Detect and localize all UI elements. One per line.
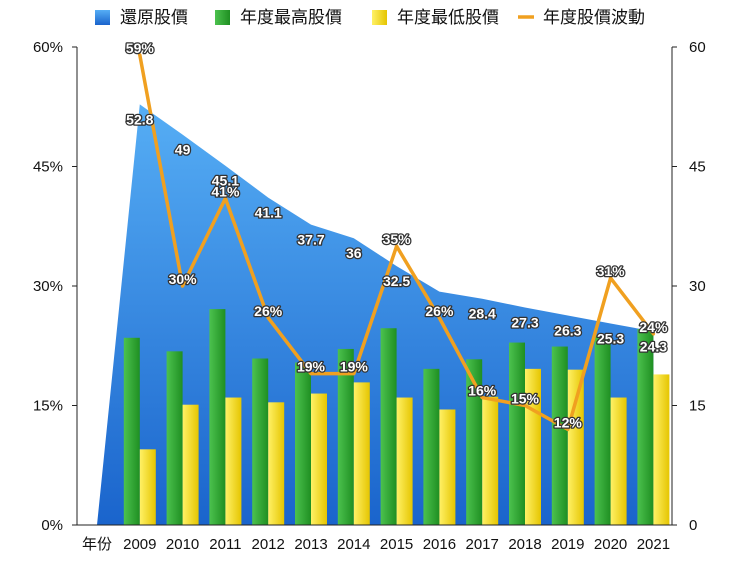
- line-value-label-2013: 19%: [297, 359, 326, 375]
- line-value-label-2019: 12%: [554, 414, 583, 430]
- bar-low-2013: [311, 394, 327, 525]
- y-left-tick-label: 45%: [33, 159, 63, 176]
- legend-swatch-icon: [215, 10, 230, 25]
- bar-high-2016: [423, 369, 439, 525]
- legend-swatch-icon: [372, 10, 387, 25]
- y-right-tick-label: 60: [689, 39, 706, 56]
- plot-area: [97, 53, 669, 525]
- area-value-label-2021: 24.3: [640, 338, 667, 354]
- bar-high-2013: [295, 362, 311, 525]
- x-tick-label-2017: 2017: [466, 536, 499, 553]
- bar-low-2015: [397, 398, 413, 525]
- chart-svg: 還原股價 年度最高股價 年度最低股價 年度股價波動 0% 15% 30% 45% 60% 0 15…: [0, 0, 740, 563]
- bar-low-2020: [611, 398, 627, 525]
- bar-high-2010: [167, 351, 183, 525]
- y-left-tick-label: 15%: [33, 398, 63, 415]
- bar-low-2012: [268, 402, 284, 525]
- y-left-tick-label: 0%: [41, 517, 63, 534]
- bar-low-2016: [439, 409, 455, 525]
- area-value-label-2018: 27.3: [511, 315, 538, 331]
- bar-low-2019: [568, 370, 584, 525]
- line-value-label-2010: 30%: [169, 271, 198, 287]
- y-right-tick-label: 45: [689, 159, 706, 176]
- legend-label: 年度股價波動: [543, 8, 645, 27]
- line-value-label-2014: 19%: [340, 359, 369, 375]
- y-left-tick-label: 60%: [33, 39, 63, 56]
- area-value-label-2015: 32.5: [383, 273, 410, 289]
- bar-high-2021: [637, 329, 653, 525]
- x-tick-label-2010: 2010: [166, 536, 199, 553]
- bar-high-2018: [509, 343, 525, 525]
- x-tick-label-2011: 2011: [209, 536, 241, 553]
- area-value-label-2019: 26.3: [554, 322, 581, 338]
- x-axis-title: 年份: [82, 536, 112, 553]
- bar-low-2009: [140, 449, 156, 525]
- line-value-label-2015: 35%: [383, 231, 412, 247]
- line-value-label-2011: 41%: [211, 183, 240, 199]
- stock-price-chart: 還原股價 年度最高股價 年度最低股價 年度股價波動 0% 15% 30% 45% 60% 0 15…: [0, 0, 740, 563]
- y-right-tick-label: 15: [689, 398, 706, 415]
- bar-low-2011: [225, 398, 241, 525]
- x-tick-label-2009: 2009: [123, 536, 156, 553]
- x-tick-label-2014: 2014: [337, 536, 370, 553]
- line-value-label-2020: 31%: [597, 263, 626, 279]
- bar-high-2009: [124, 338, 140, 525]
- bar-low-2017: [482, 397, 498, 525]
- legend-item-年度最高股價: 年度最高股價: [215, 8, 342, 27]
- x-tick-label-2018: 2018: [508, 536, 541, 553]
- bar-high-2012: [252, 358, 268, 525]
- legend-label: 年度最高股價: [240, 8, 342, 27]
- line-value-label-2012: 26%: [254, 303, 283, 319]
- legend-label: 還原股價: [120, 8, 188, 27]
- area-value-label-2012: 41.1: [255, 205, 282, 221]
- line-value-label-2016: 26%: [425, 303, 454, 319]
- legend-item-年度股價波動: 年度股價波動: [518, 8, 645, 27]
- bar-low-2010: [183, 405, 199, 525]
- x-tick-label-2019: 2019: [551, 536, 584, 553]
- line-value-label-2018: 15%: [511, 391, 540, 407]
- y-right-tick-label: 30: [689, 278, 706, 295]
- legend: 還原股價 年度最高股價 年度最低股價 年度股價波動: [95, 8, 645, 27]
- x-tick-label-2015: 2015: [380, 536, 413, 553]
- legend-item-年度最低股價: 年度最低股價: [372, 8, 499, 27]
- area-value-label-2010: 49: [175, 142, 191, 158]
- bar-low-2014: [354, 382, 370, 525]
- bar-high-2015: [381, 328, 397, 525]
- area-value-label-2009: 52.8: [126, 111, 153, 127]
- bar-high-2011: [209, 309, 225, 525]
- area-value-label-2014: 36: [346, 245, 362, 261]
- bar-low-2021: [653, 374, 669, 525]
- x-tick-label-2020: 2020: [594, 536, 627, 553]
- line-value-label-2017: 16%: [468, 383, 497, 399]
- area-value-label-2013: 37.7: [297, 232, 324, 248]
- x-tick-label-2021: 2021: [637, 536, 670, 553]
- x-tick-label-2013: 2013: [294, 536, 327, 553]
- line-value-label-2021: 24%: [639, 319, 668, 335]
- x-tick-label-2012: 2012: [252, 536, 285, 553]
- bar-high-2019: [552, 347, 568, 525]
- legend-label: 年度最低股價: [397, 8, 499, 27]
- legend-swatch-icon: [95, 10, 110, 25]
- area-value-label-2020: 25.3: [597, 330, 624, 346]
- x-tick-label-2016: 2016: [423, 536, 456, 553]
- bar-high-2020: [595, 335, 611, 525]
- y-left-tick-label: 30%: [33, 278, 63, 295]
- legend-item-還原股價: 還原股價: [95, 8, 188, 27]
- area-value-label-2017: 28.4: [469, 306, 496, 322]
- y-right-tick-label: 0: [689, 517, 697, 534]
- line-value-label-2009: 59%: [126, 40, 155, 56]
